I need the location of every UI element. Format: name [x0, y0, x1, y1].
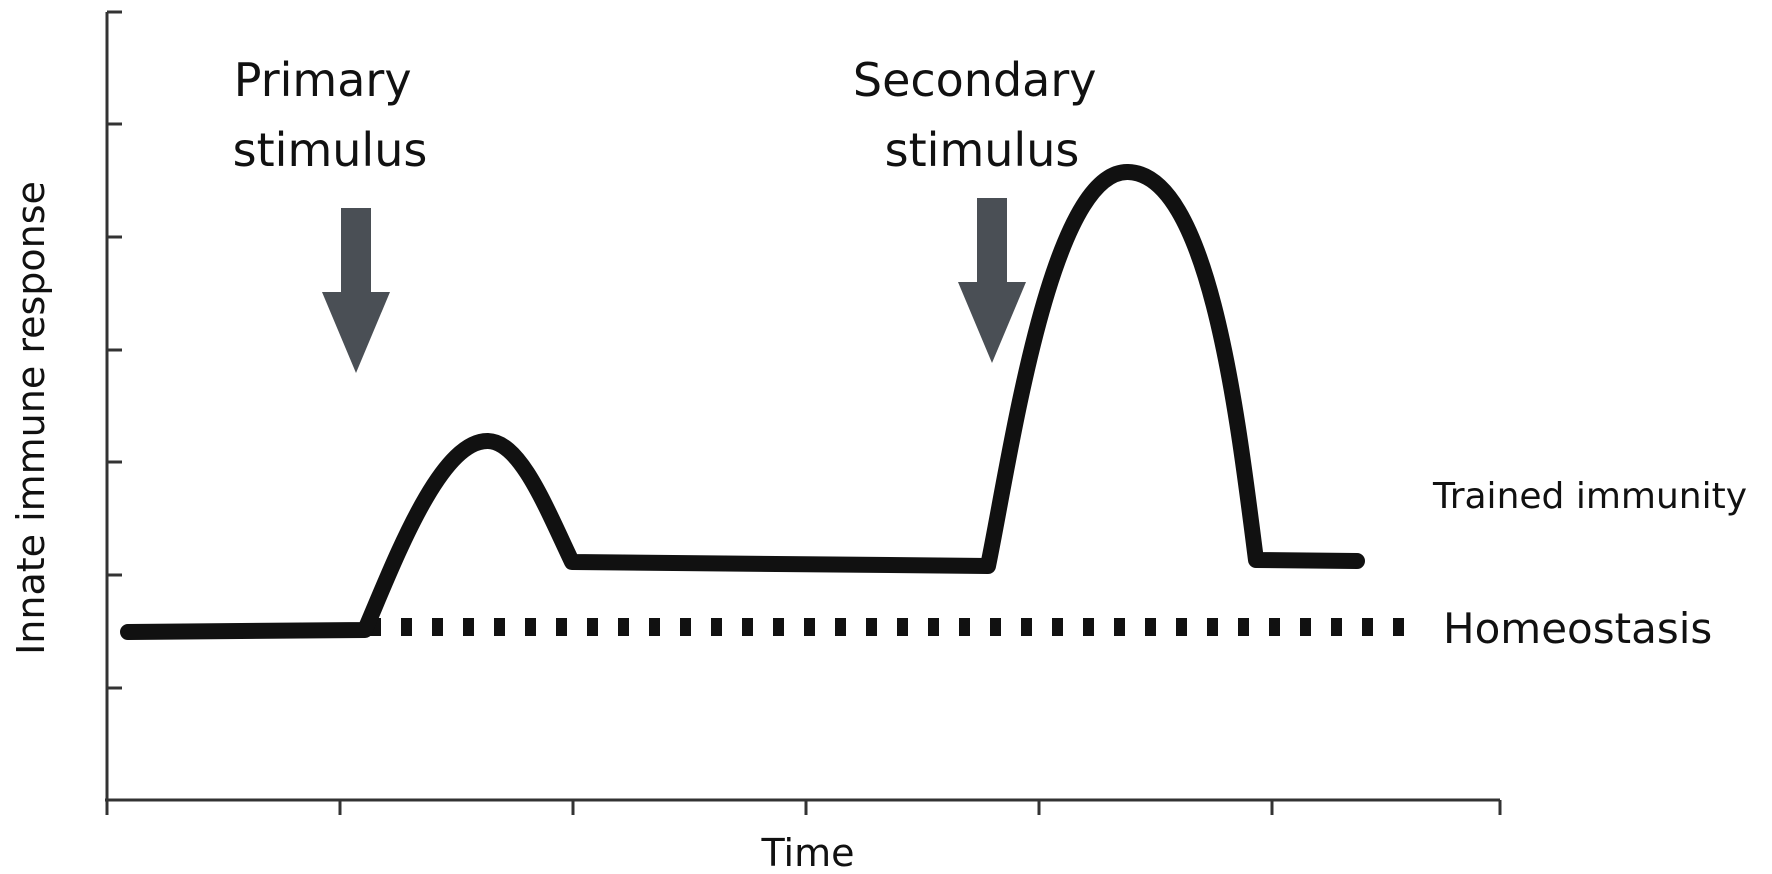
axes — [105, 12, 1500, 802]
y-axis-ticks — [107, 10, 122, 690]
trained-immunity-label: Trained immunity — [1432, 476, 1747, 517]
primary-stimulus-label: Primary stimulus — [233, 53, 428, 177]
y-axis-label: Innate immune response — [9, 181, 53, 655]
secondary-stimulus-label-line1: Secondary — [853, 53, 1097, 107]
primary-stimulus-arrow — [322, 208, 390, 373]
secondary-stimulus-arrow — [958, 198, 1026, 363]
immune-response-curve — [120, 163, 1365, 640]
primary-stimulus-label-line2: stimulus — [233, 123, 428, 177]
x-axis-ticks — [105, 800, 1502, 815]
homeostasis-label: Homeostasis — [1443, 604, 1712, 653]
primary-stimulus-label-line1: Primary — [234, 53, 412, 107]
x-axis-label: Time — [761, 831, 855, 874]
secondary-stimulus-label-line2: stimulus — [885, 123, 1080, 177]
secondary-stimulus-label: Secondary stimulus — [853, 53, 1111, 177]
